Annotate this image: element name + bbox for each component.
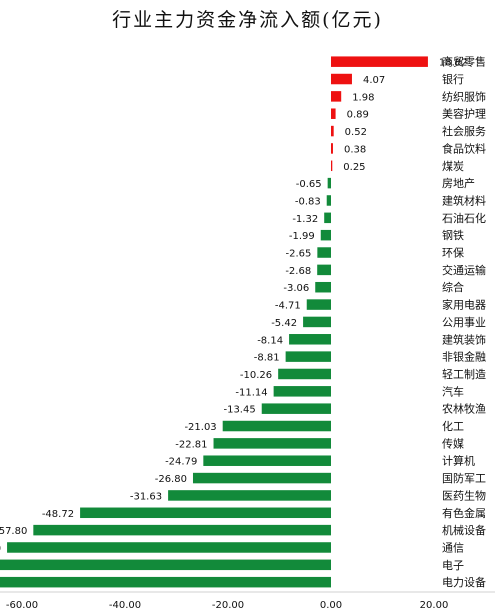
value-label: -8.14 bbox=[257, 335, 283, 346]
value-label: 0.89 bbox=[347, 110, 369, 121]
category-label: 国防军工 bbox=[442, 471, 486, 485]
bar bbox=[320, 229, 331, 241]
bar bbox=[261, 403, 331, 414]
category-label: 通信 bbox=[442, 541, 464, 554]
value-label: -1.99 bbox=[289, 231, 315, 242]
bar bbox=[203, 455, 331, 466]
category-label: 交通运输 bbox=[442, 263, 486, 277]
category-label: 轻工制造 bbox=[442, 367, 486, 381]
bar bbox=[278, 368, 331, 380]
value-label: 4.07 bbox=[363, 75, 385, 86]
value-label: -1.32 bbox=[292, 214, 318, 225]
category-label: 商贸零售 bbox=[442, 55, 486, 69]
category-label: 环保 bbox=[442, 246, 464, 260]
bar bbox=[331, 160, 333, 172]
chart-title: 行业主力资金净流入额(亿元) bbox=[112, 9, 383, 31]
value-label: -5.42 bbox=[271, 318, 297, 329]
bar bbox=[326, 195, 331, 206]
category-label: 石油石化 bbox=[442, 211, 486, 225]
bar bbox=[285, 351, 331, 362]
value-label: 0.38 bbox=[344, 144, 366, 155]
category-label: 建筑装饰 bbox=[442, 332, 486, 346]
category-label: 非银金融 bbox=[442, 350, 486, 364]
bar bbox=[0, 576, 331, 588]
value-label: 18.82 bbox=[439, 58, 468, 69]
category-label: 煤炭 bbox=[442, 160, 464, 173]
bar bbox=[331, 108, 336, 119]
category-label: 家用电器 bbox=[442, 298, 486, 312]
bar bbox=[331, 73, 352, 85]
value-label: -10.26 bbox=[240, 370, 272, 381]
value-label: 0.52 bbox=[345, 127, 367, 138]
value-label: -4.71 bbox=[275, 301, 301, 312]
bar bbox=[289, 334, 331, 345]
bar bbox=[315, 281, 331, 293]
x-tick-label: -40.00 bbox=[109, 600, 141, 611]
bar bbox=[331, 91, 342, 102]
bar bbox=[324, 212, 331, 224]
bar bbox=[33, 524, 332, 536]
value-label: -3.06 bbox=[283, 283, 309, 294]
x-tick-label: 20.00 bbox=[420, 600, 449, 611]
value-label: -48.72 bbox=[42, 509, 74, 520]
category-label: 传媒 bbox=[442, 437, 464, 450]
x-tick-label: -20.00 bbox=[212, 600, 244, 611]
bar bbox=[327, 177, 331, 189]
x-tick-label: -60.00 bbox=[6, 600, 38, 611]
category-label: 电子 bbox=[442, 559, 464, 572]
value-label: -62.90 bbox=[0, 543, 1, 554]
bar bbox=[331, 56, 428, 67]
category-label: 计算机 bbox=[442, 454, 475, 468]
value-label: 0.25 bbox=[343, 162, 365, 173]
bar bbox=[7, 542, 331, 553]
value-label: -0.83 bbox=[295, 196, 321, 207]
value-label: 1.98 bbox=[352, 92, 374, 103]
bar bbox=[0, 559, 331, 571]
category-label: 化工 bbox=[442, 419, 464, 433]
category-label: 纺织服饰 bbox=[442, 89, 486, 103]
value-label: -0.65 bbox=[296, 179, 322, 190]
bar bbox=[213, 438, 331, 449]
category-label: 汽车 bbox=[442, 384, 464, 398]
category-label: 食品饮料 bbox=[442, 141, 486, 155]
bar bbox=[80, 507, 331, 519]
bar bbox=[331, 125, 334, 137]
bar bbox=[306, 299, 331, 310]
value-label: -26.80 bbox=[155, 474, 187, 485]
value-label: -57.80 bbox=[0, 526, 27, 537]
category-label: 公用事业 bbox=[442, 316, 486, 329]
category-label: 钢铁 bbox=[442, 229, 464, 242]
category-label: 社会服务 bbox=[442, 124, 486, 138]
bar bbox=[168, 490, 331, 501]
category-label: 电力设备 bbox=[442, 575, 486, 589]
value-label: -2.65 bbox=[285, 249, 311, 260]
value-label: -21.03 bbox=[184, 422, 216, 433]
bar bbox=[317, 264, 331, 276]
category-label: 房地产 bbox=[442, 176, 475, 190]
bar bbox=[317, 247, 331, 258]
category-label: 机械设备 bbox=[442, 523, 486, 537]
value-label: -8.81 bbox=[254, 353, 280, 364]
category-label: 建筑材料 bbox=[442, 193, 486, 207]
category-label: 医药生物 bbox=[442, 488, 486, 502]
value-label: -11.14 bbox=[235, 387, 267, 398]
bar bbox=[192, 472, 331, 484]
value-label: -22.81 bbox=[175, 439, 207, 450]
bar bbox=[331, 143, 333, 154]
bar bbox=[303, 316, 331, 328]
value-label: -2.68 bbox=[285, 266, 311, 277]
value-label: -31.63 bbox=[130, 491, 162, 502]
value-label: -24.79 bbox=[165, 457, 197, 468]
category-label: 有色金属 bbox=[442, 506, 486, 520]
x-tick-label: 0.00 bbox=[320, 600, 342, 611]
bar bbox=[222, 420, 331, 432]
value-label: -13.45 bbox=[223, 405, 255, 416]
bar bbox=[273, 386, 331, 397]
category-label: 综合 bbox=[442, 280, 464, 294]
category-label: 美容护理 bbox=[442, 107, 486, 121]
category-label: 银行 bbox=[442, 72, 464, 86]
category-label: 农林牧渔 bbox=[442, 402, 486, 416]
